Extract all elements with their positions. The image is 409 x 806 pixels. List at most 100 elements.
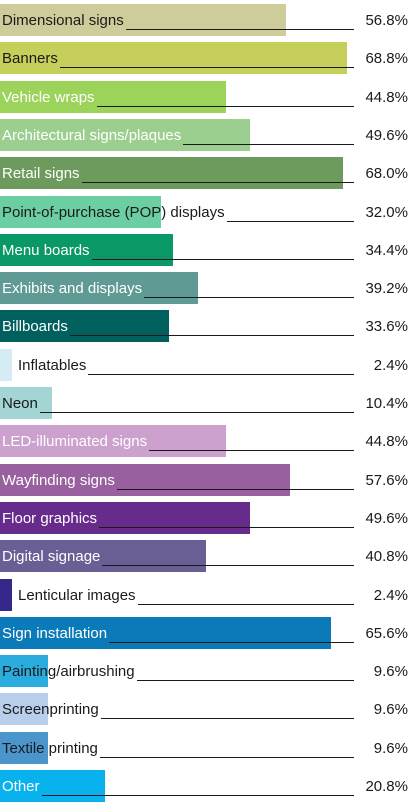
leader-line bbox=[92, 258, 354, 260]
value-label: 39.2% bbox=[365, 280, 408, 298]
bar-row: Textile printing 9.6% bbox=[0, 730, 409, 768]
value-label: 10.4% bbox=[365, 395, 408, 412]
value-label: 49.6% bbox=[365, 509, 408, 527]
bar-row: Point-of-purchase (POP) displays 32.0% bbox=[0, 194, 409, 232]
category-label: Textile printing bbox=[2, 739, 98, 757]
leader-line bbox=[99, 526, 354, 528]
bar bbox=[0, 348, 12, 381]
bar bbox=[0, 195, 161, 228]
category-label: Screenprinting bbox=[2, 701, 99, 719]
value-label: 56.8% bbox=[365, 12, 408, 29]
category-label: Lenticular images bbox=[18, 586, 136, 604]
bar bbox=[0, 272, 198, 305]
bar bbox=[0, 42, 347, 75]
bar bbox=[0, 387, 52, 419]
value-label: 65.6% bbox=[365, 624, 408, 642]
category-label: Banners bbox=[2, 50, 58, 68]
leader-line bbox=[117, 488, 354, 490]
category-label: Billboards bbox=[2, 318, 68, 336]
leader-line bbox=[183, 143, 354, 145]
category-label: Retail signs bbox=[2, 165, 80, 183]
bar bbox=[0, 731, 48, 764]
value-label: 40.8% bbox=[365, 548, 408, 566]
bar bbox=[0, 616, 331, 649]
category-label: Digital signage bbox=[2, 548, 101, 566]
bar-row: Dimensional signs 56.8% bbox=[0, 2, 409, 40]
bar bbox=[0, 118, 250, 151]
bar-row: Painting/airbrushing 9.6% bbox=[0, 653, 409, 691]
leader-line bbox=[97, 105, 354, 107]
value-label: 49.6% bbox=[365, 126, 408, 144]
bar bbox=[0, 233, 173, 266]
bar-row: Billboards 33.6% bbox=[0, 308, 409, 346]
category-label: Sign installation bbox=[2, 624, 108, 642]
bar-row: Architectural signs/plaques 49.6% bbox=[0, 117, 409, 155]
category-label: Point-of-purchase (POP) displays bbox=[2, 203, 225, 221]
bar-row: Wayfinding signs 57.6% bbox=[0, 462, 409, 500]
bar bbox=[0, 310, 169, 343]
value-label: 33.6% bbox=[365, 318, 408, 336]
bar bbox=[0, 578, 12, 611]
bar-row: Vehicle wraps 44.8% bbox=[0, 79, 409, 117]
leader-line bbox=[144, 297, 354, 299]
bar bbox=[0, 501, 250, 534]
bar-row: Menu boards 34.4% bbox=[0, 232, 409, 270]
leader-line bbox=[227, 220, 354, 222]
leader-line bbox=[109, 641, 354, 643]
value-label: 34.4% bbox=[365, 241, 408, 259]
value-label: 68.0% bbox=[365, 165, 408, 183]
bar bbox=[0, 693, 48, 726]
leader-line bbox=[40, 412, 354, 413]
bar bbox=[0, 655, 48, 688]
leader-line bbox=[149, 450, 354, 452]
category-label: Floor graphics bbox=[2, 509, 98, 527]
value-label: 2.4% bbox=[373, 356, 408, 374]
value-label: 9.6% bbox=[373, 663, 408, 681]
bar bbox=[0, 157, 343, 190]
bar-row: Screenprinting 9.6% bbox=[0, 691, 409, 729]
value-label: 68.8% bbox=[365, 50, 408, 68]
category-label: Inflatables bbox=[18, 356, 87, 374]
value-label: 2.4% bbox=[373, 586, 408, 604]
leader-line bbox=[101, 718, 354, 720]
category-label: Exhibits and displays bbox=[2, 280, 143, 298]
value-label: 20.8% bbox=[365, 778, 408, 795]
category-label: Wayfinding signs bbox=[2, 471, 115, 489]
bar bbox=[0, 80, 226, 113]
category-label: Dimensional signs bbox=[2, 12, 124, 29]
bar-row: Digital signage 40.8% bbox=[0, 538, 409, 576]
leader-line bbox=[60, 67, 354, 69]
bar-row: Lenticular images 2.4% bbox=[0, 577, 409, 615]
category-label: Menu boards bbox=[2, 241, 90, 259]
value-label: 9.6% bbox=[373, 701, 408, 719]
bar bbox=[0, 425, 226, 458]
bar-row: Retail signs 68.0% bbox=[0, 155, 409, 193]
category-label: Other bbox=[2, 778, 40, 795]
bar-row: Inflatables 2.4% bbox=[0, 347, 409, 385]
leader-line bbox=[126, 29, 354, 30]
value-label: 44.8% bbox=[365, 433, 408, 451]
value-label: 32.0% bbox=[365, 203, 408, 221]
leader-line bbox=[42, 795, 354, 796]
leader-line bbox=[102, 565, 354, 567]
value-label: 9.6% bbox=[373, 739, 408, 757]
leader-line bbox=[88, 373, 354, 375]
bar-row: Neon 10.4% bbox=[0, 385, 409, 423]
leader-line bbox=[137, 680, 354, 682]
category-label: Architectural signs/plaques bbox=[2, 126, 182, 144]
value-label: 57.6% bbox=[365, 471, 408, 489]
category-label: Neon bbox=[2, 395, 38, 412]
bar bbox=[0, 463, 290, 496]
bar-row: Exhibits and displays 39.2% bbox=[0, 270, 409, 308]
bar-row: Sign installation 65.6% bbox=[0, 615, 409, 653]
category-label: Vehicle wraps bbox=[2, 88, 95, 106]
bar-row: Banners 68.8% bbox=[0, 40, 409, 78]
category-label: Painting/airbrushing bbox=[2, 663, 135, 681]
leader-line bbox=[138, 603, 354, 605]
leader-line bbox=[70, 335, 354, 337]
bar bbox=[0, 770, 105, 802]
bar-row: Floor graphics 49.6% bbox=[0, 500, 409, 538]
category-label: LED-illuminated signs bbox=[2, 433, 148, 451]
leader-line bbox=[100, 756, 354, 758]
